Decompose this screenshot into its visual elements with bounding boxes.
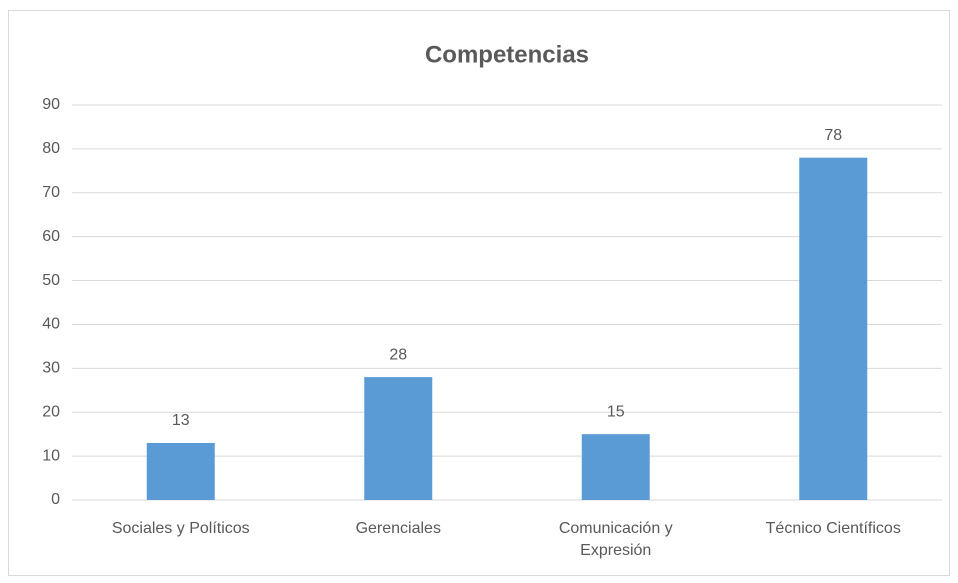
y-tick-label: 60 — [42, 228, 60, 245]
bar — [799, 157, 868, 500]
y-tick-label: 70 — [42, 184, 60, 201]
y-tick-label: 90 — [42, 96, 60, 113]
y-tick-label: 30 — [42, 360, 60, 377]
data-label: 13 — [172, 412, 190, 429]
x-tick-label: Técnico Científicos — [765, 520, 901, 537]
y-tick-label: 40 — [42, 316, 60, 333]
y-tick-label: 50 — [42, 272, 60, 289]
data-label: 28 — [389, 346, 407, 363]
bar — [581, 434, 650, 500]
y-tick-label: 0 — [51, 491, 60, 508]
x-tick-label: Gerenciales — [355, 520, 441, 537]
chart-title: Competencias — [425, 41, 589, 68]
y-tick-label: 20 — [42, 403, 60, 420]
y-tick-label: 80 — [42, 140, 60, 157]
bar — [146, 442, 215, 500]
bar — [364, 377, 433, 500]
x-tick-label: Comunicación y Expresión — [558, 520, 673, 559]
x-tick-label: Sociales y Políticos — [111, 520, 250, 537]
y-tick-label: 10 — [42, 447, 60, 464]
data-label: 15 — [607, 403, 625, 420]
data-label: 78 — [824, 127, 842, 144]
